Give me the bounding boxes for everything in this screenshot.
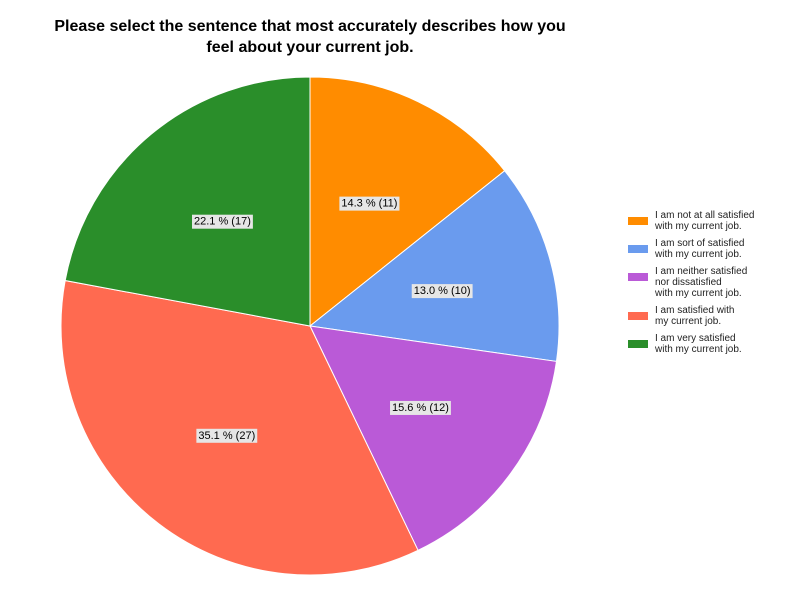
- legend-swatch-2: [628, 245, 648, 253]
- legend-item-1[interactable]: I am not at all satisfied with my current…: [628, 210, 798, 232]
- legend-swatch-4: [628, 312, 648, 320]
- slice-label-5: 22.1 % (17): [192, 214, 253, 229]
- legend-label-line: with my current job.: [655, 288, 742, 299]
- legend-label-line: with my current job.: [655, 344, 742, 355]
- legend-item-3[interactable]: I am neither satisfied nor dissatisfied wi…: [628, 266, 798, 299]
- slice-label-4: 35.1 % (27): [196, 428, 258, 443]
- slice-label-bg-3: [390, 400, 451, 415]
- legend-item-5[interactable]: I am very satisfied with my current job.: [628, 333, 798, 355]
- legend-label-line: I am very satisfied: [655, 333, 736, 344]
- legend-label-line: I am neither satisfied: [655, 266, 748, 277]
- slice-label-text-3: 15.6 % (12): [392, 402, 449, 414]
- legend-swatch-3: [628, 273, 648, 281]
- pie-slice-4[interactable]: [60, 279, 419, 576]
- pie-slice-3[interactable]: [309, 325, 558, 552]
- slice-label-text-2: 13.0 % (10): [414, 285, 471, 297]
- chart-title: Please select the sentence that most acc…: [0, 16, 620, 58]
- legend-item-2[interactable]: I am sort of satisfied with my current jo…: [628, 238, 798, 260]
- legend-label-5: I am very satisfied with my current job.: [655, 333, 798, 355]
- slice-label-text-5: 22.1 % (17): [194, 216, 251, 228]
- legend-swatch-1: [628, 217, 648, 225]
- legend-label-1: I am not at all satisfied with my current…: [655, 210, 798, 232]
- legend-label-line: nor dissatisfied: [655, 277, 722, 288]
- slice-label-bg-4: [196, 428, 258, 443]
- legend-item-4[interactable]: I am satisfied with my current job.: [628, 305, 798, 327]
- legend-swatch-5: [628, 340, 648, 348]
- legend-label-line: with my current job.: [655, 249, 742, 260]
- chart-title-line-2: feel about your current job.: [206, 39, 414, 56]
- chart-legend: I am not at all satisfied with my current…: [628, 210, 798, 361]
- slice-label-bg-2: [411, 284, 473, 299]
- slice-label-2: 13.0 % (10): [411, 284, 473, 299]
- slice-label-3: 15.6 % (12): [390, 400, 451, 415]
- slice-label-text-1: 14.3 % (11): [341, 198, 397, 210]
- slice-label-bg-1: [339, 196, 400, 211]
- legend-label-line: I am not at all satisfied: [655, 210, 755, 221]
- legend-label-line: with my current job.: [655, 221, 742, 232]
- slice-labels: 14.3 % (11) 13.0 % (10) 15.6 % (12) 35.1 % …: [192, 196, 473, 443]
- legend-label-line: I am sort of satisfied: [655, 238, 745, 249]
- pie-slice-2[interactable]: [308, 170, 560, 363]
- slice-label-1: 14.3 % (11): [339, 196, 400, 211]
- slice-label-bg-5: [192, 214, 253, 229]
- slice-label-text-4: 35.1 % (27): [198, 430, 255, 442]
- legend-label-4: I am satisfied with my current job.: [655, 305, 798, 327]
- pie-slice-1[interactable]: [309, 76, 506, 328]
- chart-title-line-1: Please select the sentence that most acc…: [54, 18, 566, 35]
- pie-slice-5[interactable]: [64, 76, 311, 327]
- legend-label-line: I am satisfied with: [655, 305, 735, 316]
- legend-label-line: my current job.: [655, 316, 722, 327]
- legend-label-2: I am sort of satisfied with my current jo…: [655, 238, 798, 260]
- legend-label-3: I am neither satisfied nor dissatisfied wi…: [655, 266, 798, 299]
